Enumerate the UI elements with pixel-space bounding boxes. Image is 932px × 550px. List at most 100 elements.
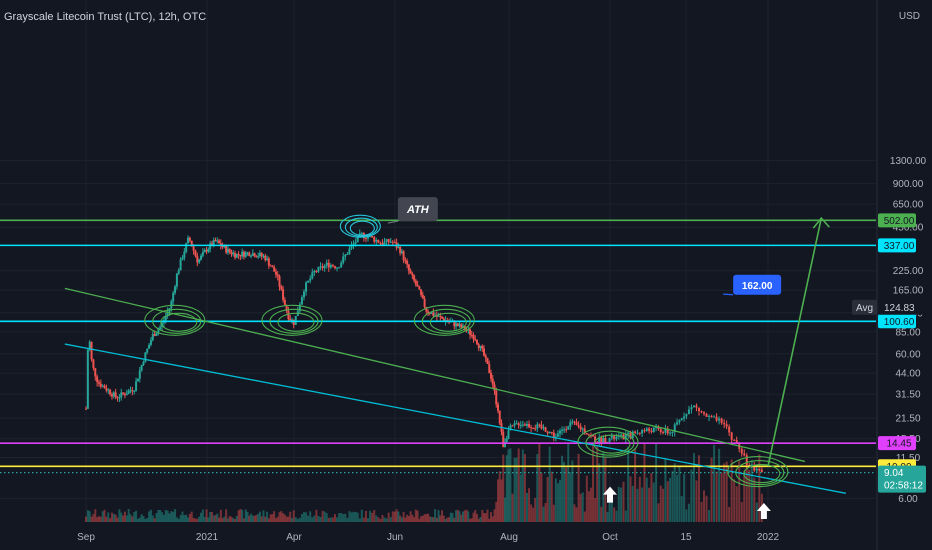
level-price-label: 100.60 <box>884 317 915 328</box>
up-arrow-icon <box>756 502 771 519</box>
y-tick-label: 21.50 <box>895 414 920 425</box>
volume-bar <box>523 454 526 522</box>
candle-body <box>280 286 283 290</box>
volume-bar <box>373 509 376 522</box>
time-axis[interactable]: Sep 2021 Apr Jun Aug Oct 15 2022 <box>77 532 779 543</box>
y-tick-label: 31.50 <box>895 390 920 401</box>
volume-bar <box>107 512 110 522</box>
candle-body <box>592 435 595 437</box>
y-tick-label: 165.00 <box>893 286 924 297</box>
volume-bar <box>123 511 126 522</box>
volume-bar <box>434 509 437 522</box>
target-arrow[interactable] <box>767 217 823 467</box>
volume-bar <box>289 511 292 522</box>
candle-body <box>116 397 119 399</box>
volume-bar <box>546 477 549 522</box>
volume-bar <box>411 514 414 522</box>
volume-bar <box>149 509 152 522</box>
volume-bar <box>88 511 91 522</box>
candle-body <box>636 432 639 434</box>
volume-bar <box>319 516 322 522</box>
candle-body <box>216 240 219 242</box>
candle-body <box>118 397 121 399</box>
candle-body <box>695 405 698 408</box>
volume-bar <box>346 517 349 522</box>
candle-body <box>483 348 486 356</box>
candle-body <box>550 431 553 433</box>
volume-bar <box>323 511 326 522</box>
volume-bar <box>181 511 184 522</box>
volume-bar <box>608 498 611 522</box>
candle-body <box>678 420 681 423</box>
candle-body <box>397 246 400 248</box>
candle-body <box>671 432 674 434</box>
candle-body <box>179 259 182 271</box>
volume-bar <box>477 518 480 522</box>
volume-bar <box>622 481 625 522</box>
volume-bar <box>356 512 359 522</box>
price-axis[interactable]: 1300.00900.00650.00450.00225.00165.00115… <box>852 156 927 505</box>
candle-body <box>666 428 669 434</box>
candle-body <box>364 238 367 240</box>
volume-bar <box>481 509 484 522</box>
volume-bar <box>697 455 700 522</box>
trendline[interactable] <box>64 343 847 494</box>
candle-body <box>406 260 409 265</box>
volume-bar <box>509 448 512 522</box>
candle-body <box>266 258 269 260</box>
volume-bar <box>250 513 253 522</box>
volume-bar <box>112 514 115 522</box>
trendline[interactable] <box>64 287 806 463</box>
price-callout[interactable] <box>733 274 782 295</box>
candle-body <box>161 322 164 327</box>
candle-body <box>142 361 145 365</box>
candle-body <box>573 421 576 423</box>
candle-body <box>641 430 644 434</box>
ath-ellipse <box>339 214 381 238</box>
candle-body <box>745 455 748 465</box>
candle-body <box>352 243 355 246</box>
volume-bar <box>536 453 539 522</box>
candle-body <box>413 275 416 281</box>
volume-bar <box>435 517 438 522</box>
candle-body <box>441 316 444 319</box>
candle-body <box>534 428 537 430</box>
volume-bar <box>200 512 203 522</box>
volume-bar <box>678 466 681 522</box>
volume-bar <box>479 516 482 522</box>
volume-bar <box>221 518 224 522</box>
volume-bar <box>352 511 355 522</box>
candle-body <box>105 388 108 391</box>
volume-bar <box>153 518 156 522</box>
volume-bar <box>161 512 164 522</box>
volume-bar <box>585 475 588 522</box>
volume-bar <box>532 507 535 522</box>
volume-bar <box>109 518 112 522</box>
candle-body <box>753 464 756 471</box>
candle-body <box>235 253 238 258</box>
volume-bar <box>148 511 151 522</box>
candle-body <box>375 239 378 242</box>
volume-bar <box>507 449 510 522</box>
volume-bar <box>449 512 452 522</box>
volume-bar <box>144 518 147 522</box>
volume-bar <box>685 509 688 522</box>
volume-bar <box>521 449 524 522</box>
candle-body <box>631 431 634 439</box>
volume-bar <box>258 511 261 522</box>
volume-bar <box>659 485 662 522</box>
candle-body <box>151 334 154 341</box>
volume-bar <box>86 510 89 522</box>
candle-body <box>627 432 630 435</box>
volume-bar <box>634 448 637 522</box>
candles <box>85 229 763 474</box>
volume-bar <box>476 513 479 522</box>
volume-bar <box>166 510 169 522</box>
volume-bar <box>157 509 160 522</box>
candle-body <box>409 270 412 274</box>
candle-body <box>563 429 566 431</box>
ath-callout[interactable] <box>397 197 438 222</box>
volume-bar <box>218 517 221 522</box>
candle-body <box>511 425 514 427</box>
